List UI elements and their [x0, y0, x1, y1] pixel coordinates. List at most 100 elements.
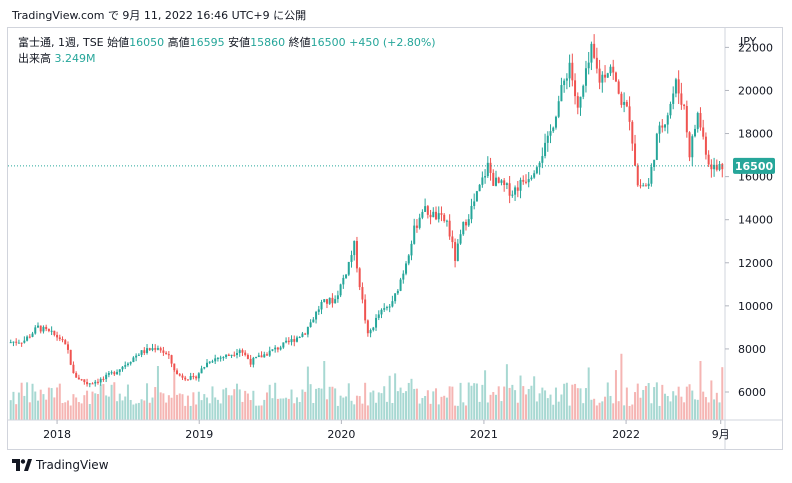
candle-body	[143, 350, 146, 353]
candle-body	[595, 57, 598, 69]
volume-bar	[178, 393, 181, 420]
candle-body	[574, 80, 577, 97]
candle-body	[587, 62, 590, 69]
candle-body	[265, 354, 268, 356]
candle-body	[432, 211, 435, 218]
candle-body	[39, 325, 42, 332]
volume-bar	[443, 395, 446, 420]
volume-bar	[405, 391, 408, 420]
volume-bar	[666, 396, 669, 420]
candle-body	[64, 340, 67, 345]
candle-body	[110, 372, 113, 374]
candle-body	[565, 78, 568, 81]
candle-body	[552, 127, 555, 132]
volume-bar	[546, 398, 549, 420]
volume-bar	[39, 389, 42, 420]
candle-body	[355, 240, 358, 269]
volume-bar	[238, 389, 241, 420]
volume-bar	[462, 402, 465, 420]
candle-body	[12, 341, 15, 343]
axes: 6000 8000 10000 12000 14000 16000 18000 20000 22…	[8, 27, 783, 450]
candle-body	[36, 325, 39, 328]
volume-bar	[440, 396, 443, 420]
volume-bar	[173, 371, 176, 420]
volume-bar	[276, 398, 279, 420]
volume-bar	[576, 388, 579, 420]
candle-body	[304, 333, 307, 335]
volume-bar	[110, 384, 113, 420]
volume-bar	[715, 392, 718, 420]
volume-bar	[181, 394, 184, 420]
candle-body	[718, 164, 721, 170]
candle-body	[369, 330, 372, 334]
candle-body	[685, 106, 688, 133]
candle-body	[478, 184, 481, 192]
candle-body	[91, 383, 94, 385]
candle-body	[557, 101, 560, 117]
volume-bar	[634, 392, 637, 420]
candle-body	[236, 353, 239, 356]
volume-bar	[642, 389, 645, 420]
candle-body	[571, 62, 574, 81]
volume-bar	[582, 403, 585, 420]
candle-body	[274, 347, 277, 350]
volume-bar	[309, 384, 312, 420]
candle-body	[268, 350, 271, 356]
candle-body	[584, 68, 587, 86]
volume-bar	[530, 385, 533, 420]
volume-bar	[285, 397, 288, 420]
volume-bar	[186, 395, 189, 420]
volume-bar	[146, 383, 149, 420]
open-value: 16050	[129, 36, 165, 49]
volume-bar	[636, 383, 639, 420]
candle-body	[339, 284, 342, 296]
candle-body	[644, 185, 647, 187]
candle-body	[533, 173, 536, 178]
volume-bar	[148, 402, 151, 420]
volume-bar	[683, 402, 686, 420]
low-label: 安値	[228, 36, 251, 49]
volume-bar	[334, 388, 337, 420]
volume-bar	[184, 405, 187, 420]
volume-bar	[702, 391, 705, 420]
volume-bar	[260, 405, 263, 420]
close-label: 終値	[288, 36, 311, 49]
volume-bar	[437, 404, 440, 420]
volume-bar	[323, 361, 326, 420]
volume-bar	[339, 395, 342, 420]
open-label: 始値	[107, 36, 130, 49]
candle-body	[710, 164, 713, 170]
candle-body	[429, 214, 432, 218]
candle-body	[527, 179, 530, 183]
volume-bar	[560, 394, 563, 420]
volume-bar	[263, 399, 266, 420]
volume-bar	[244, 390, 247, 420]
volume-bar	[415, 388, 418, 420]
candle-body	[186, 379, 189, 381]
volume-bar	[176, 394, 179, 420]
volume-bar	[527, 389, 530, 420]
volume-bar	[15, 404, 18, 420]
candle-body	[61, 339, 64, 341]
high-value: 16595	[189, 36, 225, 49]
x-tick-label: 2021	[470, 428, 498, 441]
tradingview-brand[interactable]: TradingView	[12, 458, 109, 472]
candle-body	[170, 355, 173, 364]
volume-bar	[206, 397, 209, 420]
candle-body	[380, 309, 383, 315]
candle-body	[345, 274, 348, 278]
candle-body	[415, 225, 418, 228]
volume-bar	[306, 366, 309, 420]
candle-body	[118, 369, 121, 372]
candle-body	[385, 307, 388, 309]
volume-bar	[315, 388, 318, 420]
candle-body	[200, 368, 203, 374]
candle-body	[666, 115, 669, 125]
change-value: +450 (+2.80%)	[349, 36, 436, 49]
candle-body	[674, 79, 677, 94]
candle-body	[413, 225, 416, 244]
candle-body	[568, 62, 571, 79]
volume-bar	[154, 387, 157, 420]
candle-body	[508, 183, 511, 196]
